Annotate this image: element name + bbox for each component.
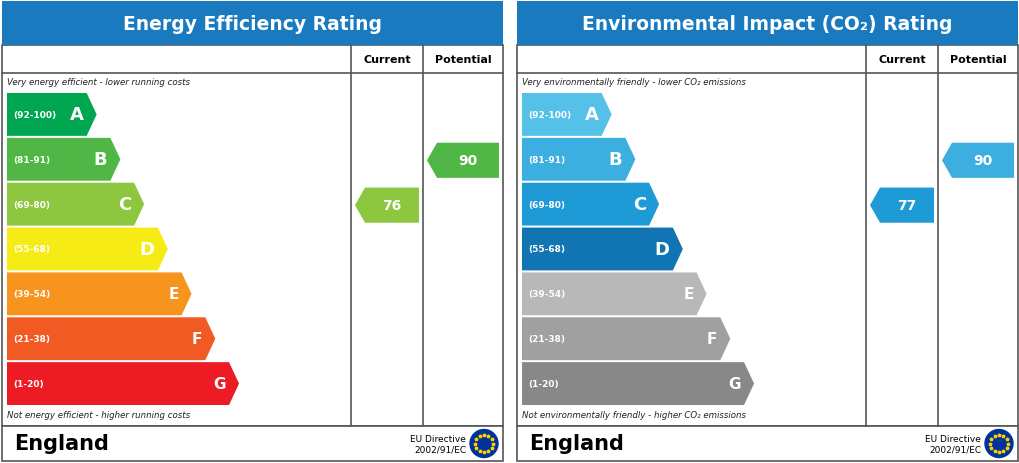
Text: G: G (213, 376, 226, 391)
Text: E: E (683, 287, 693, 302)
Bar (2, 426, 502, 461)
Text: 76: 76 (382, 199, 401, 213)
Text: (1-20): (1-20) (13, 379, 44, 388)
Text: Environmental Impact (CO₂) Rating: Environmental Impact (CO₂) Rating (582, 14, 952, 33)
Text: G: G (728, 376, 741, 391)
Polygon shape (7, 138, 120, 181)
Polygon shape (522, 318, 730, 360)
Text: F: F (706, 332, 716, 346)
Text: (92-100): (92-100) (13, 111, 56, 119)
Polygon shape (869, 188, 933, 223)
Circle shape (984, 430, 1012, 457)
Text: (21-38): (21-38) (528, 334, 565, 344)
Text: Very energy efficient - lower running costs: Very energy efficient - lower running co… (7, 78, 190, 87)
Polygon shape (7, 318, 215, 360)
Text: Potential: Potential (949, 55, 1006, 65)
Polygon shape (522, 94, 611, 137)
Text: (81-91): (81-91) (13, 156, 50, 164)
Text: 90: 90 (458, 154, 477, 168)
Text: Current: Current (877, 55, 925, 65)
Polygon shape (522, 228, 682, 271)
Text: A: A (69, 106, 84, 124)
Text: D: D (654, 240, 669, 258)
Polygon shape (7, 228, 168, 271)
Text: Very environmentally friendly - lower CO₂ emissions: Very environmentally friendly - lower CO… (522, 78, 745, 87)
Polygon shape (7, 363, 238, 405)
Text: E: E (168, 287, 178, 302)
Text: EU Directive
2002/91/EC: EU Directive 2002/91/EC (924, 434, 980, 453)
Polygon shape (942, 144, 1013, 178)
Text: EU Directive
2002/91/EC: EU Directive 2002/91/EC (410, 434, 466, 453)
Polygon shape (7, 273, 192, 316)
Polygon shape (7, 94, 97, 137)
Polygon shape (7, 183, 144, 226)
Text: 90: 90 (972, 154, 991, 168)
Text: (81-91): (81-91) (528, 156, 565, 164)
Text: Current: Current (363, 55, 411, 65)
Text: (55-68): (55-68) (13, 245, 50, 254)
Polygon shape (427, 144, 498, 178)
Bar (517, 2, 1017, 46)
Text: 77: 77 (897, 199, 916, 213)
Text: D: D (140, 240, 155, 258)
Text: F: F (192, 332, 202, 346)
Text: Not environmentally friendly - higher CO₂ emissions: Not environmentally friendly - higher CO… (522, 410, 745, 419)
Circle shape (470, 430, 497, 457)
Bar (517, 46, 1017, 426)
Text: England: England (14, 433, 109, 454)
Text: (39-54): (39-54) (528, 290, 565, 299)
Text: Energy Efficiency Rating: Energy Efficiency Rating (123, 14, 382, 33)
Text: (55-68): (55-68) (528, 245, 565, 254)
Bar (2, 2, 502, 46)
Text: Potential: Potential (434, 55, 491, 65)
Text: (92-100): (92-100) (528, 111, 571, 119)
Polygon shape (522, 273, 706, 316)
Polygon shape (355, 188, 419, 223)
Text: B: B (608, 151, 622, 169)
Text: C: C (632, 196, 645, 214)
Polygon shape (522, 138, 635, 181)
Bar (2, 46, 502, 426)
Text: (69-80): (69-80) (528, 200, 565, 209)
Text: (21-38): (21-38) (13, 334, 50, 344)
Text: (69-80): (69-80) (13, 200, 50, 209)
Polygon shape (522, 363, 753, 405)
Text: (1-20): (1-20) (528, 379, 558, 388)
Text: (39-54): (39-54) (13, 290, 50, 299)
Text: England: England (529, 433, 624, 454)
Text: B: B (94, 151, 107, 169)
Text: A: A (584, 106, 598, 124)
Text: Not energy efficient - higher running costs: Not energy efficient - higher running co… (7, 410, 190, 419)
Polygon shape (522, 183, 658, 226)
Bar (517, 426, 1017, 461)
Text: C: C (118, 196, 131, 214)
